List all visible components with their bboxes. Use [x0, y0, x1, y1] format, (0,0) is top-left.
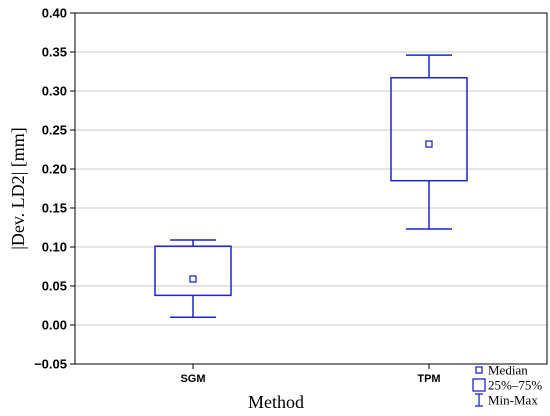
box-iqr: [154, 245, 232, 297]
legend-label: 25%–75%: [488, 378, 542, 393]
legend-box-symbol: [472, 378, 486, 392]
legend-item: 25%–75%: [472, 378, 542, 393]
legend-item: Median: [475, 363, 528, 378]
y-tick-label: 0.20: [42, 162, 67, 177]
x-tick-label: SGM: [180, 373, 205, 385]
box-iqr: [390, 76, 468, 182]
legend-label: Median: [488, 363, 528, 378]
y-tick-label: 0.05: [42, 279, 67, 294]
box-sgm: [154, 239, 232, 318]
legend-item: Min-Max: [475, 393, 538, 408]
y-tick-label: 0.15: [42, 201, 67, 216]
median-marker: [425, 140, 433, 148]
y-tick-label: 0.35: [42, 45, 67, 60]
y-axis-ticks: −0.05 0.00 0.05 0.10 0.15 0.20 0.25 0.30 0.35 0.4…: [34, 6, 75, 372]
x-axis-ticks: SGM TPM: [180, 364, 441, 385]
median-marker: [189, 275, 197, 283]
y-tick-label: 0.30: [42, 84, 67, 99]
y-tick-label: 0.25: [42, 123, 67, 138]
x-axis-title: Method: [248, 392, 304, 412]
plot-frame: [74, 12, 548, 365]
legend-median-symbol: [475, 366, 483, 374]
legend-label: Min-Max: [488, 393, 538, 408]
y-tick-label: −0.05: [34, 357, 67, 372]
x-tick-label: TPM: [417, 373, 440, 385]
box-tpm: [390, 54, 468, 230]
grid-lines: [75, 51, 547, 326]
y-axis-title: |Dev. LD2| [mm]: [8, 127, 28, 250]
y-tick-label: 0.40: [42, 6, 67, 21]
y-tick-label: 0.00: [42, 318, 67, 333]
y-tick-label: 0.10: [42, 240, 67, 255]
boxes: [154, 54, 468, 318]
